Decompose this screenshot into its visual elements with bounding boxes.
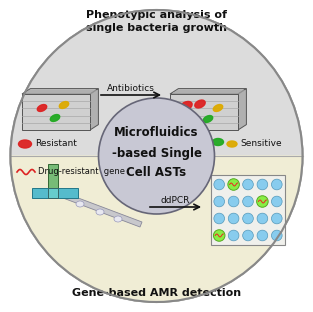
Ellipse shape xyxy=(195,100,205,108)
Text: Drug-resistant  gene: Drug-resistant gene xyxy=(38,168,125,177)
Circle shape xyxy=(271,179,282,190)
Circle shape xyxy=(213,230,225,241)
Circle shape xyxy=(243,230,253,241)
Circle shape xyxy=(243,196,253,207)
Polygon shape xyxy=(55,190,142,227)
FancyBboxPatch shape xyxy=(211,175,285,245)
Ellipse shape xyxy=(96,209,104,215)
Text: Phenotypic analysis of
single bacteria growth: Phenotypic analysis of single bacteria g… xyxy=(86,10,227,33)
Wedge shape xyxy=(11,10,302,156)
Circle shape xyxy=(271,230,282,241)
Circle shape xyxy=(228,230,239,241)
Ellipse shape xyxy=(50,115,60,121)
Circle shape xyxy=(99,98,214,214)
Ellipse shape xyxy=(76,201,84,207)
Ellipse shape xyxy=(203,115,213,122)
Ellipse shape xyxy=(213,139,223,145)
Circle shape xyxy=(257,230,268,241)
Ellipse shape xyxy=(180,101,192,110)
Text: Resistant: Resistant xyxy=(35,139,77,149)
Circle shape xyxy=(271,213,282,224)
Polygon shape xyxy=(48,164,58,197)
Circle shape xyxy=(228,179,239,190)
Circle shape xyxy=(11,10,302,302)
Polygon shape xyxy=(170,89,246,94)
Ellipse shape xyxy=(37,105,47,111)
Text: ddPCR: ddPCR xyxy=(160,196,190,205)
Text: Sensitive: Sensitive xyxy=(240,139,282,148)
Circle shape xyxy=(214,213,224,224)
Circle shape xyxy=(228,196,239,207)
Polygon shape xyxy=(32,188,78,198)
Polygon shape xyxy=(238,89,246,130)
Circle shape xyxy=(257,213,268,224)
Circle shape xyxy=(257,196,268,207)
Polygon shape xyxy=(48,188,58,198)
Wedge shape xyxy=(11,156,302,302)
Circle shape xyxy=(214,196,224,207)
Ellipse shape xyxy=(213,105,223,111)
Text: Gene-based AMR detection: Gene-based AMR detection xyxy=(72,288,241,298)
Ellipse shape xyxy=(227,141,237,147)
Ellipse shape xyxy=(18,140,32,148)
Polygon shape xyxy=(90,89,98,130)
Circle shape xyxy=(243,213,253,224)
Polygon shape xyxy=(22,89,98,94)
Circle shape xyxy=(214,179,224,190)
Circle shape xyxy=(228,213,239,224)
Text: Antibiotics: Antibiotics xyxy=(107,84,155,93)
Circle shape xyxy=(271,196,282,207)
Polygon shape xyxy=(22,94,90,130)
Circle shape xyxy=(243,179,253,190)
Polygon shape xyxy=(170,94,238,130)
Ellipse shape xyxy=(59,102,69,109)
Text: Microfluidics
-based Single
Cell ASTs: Microfluidics -based Single Cell ASTs xyxy=(111,126,202,179)
Circle shape xyxy=(257,179,268,190)
Ellipse shape xyxy=(114,216,122,222)
